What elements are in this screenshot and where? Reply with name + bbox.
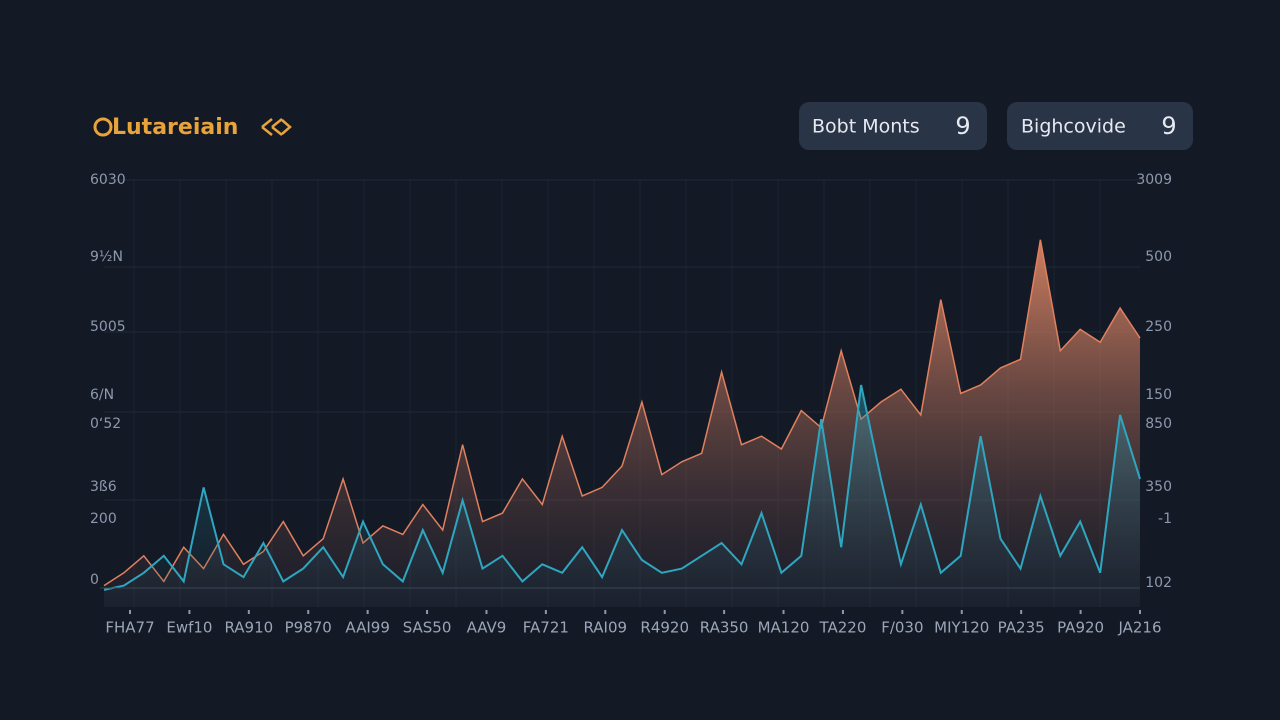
x-tick-label: PA920 <box>1057 619 1104 637</box>
y2-tick-label: 350 <box>1145 479 1172 495</box>
x-tick-label: PA235 <box>998 619 1045 637</box>
x-tick-label: FA721 <box>523 619 569 637</box>
logo: Lutareiain <box>112 115 238 140</box>
y2-tick-label: 150 <box>1145 387 1172 403</box>
x-tick-label: RA350 <box>700 619 749 637</box>
y2-tick-label: -1 <box>1158 511 1172 527</box>
x-tick-label: MIY120 <box>934 619 989 637</box>
x-tick-label: FHA77 <box>105 619 154 637</box>
x-tick-label: SAS50 <box>403 619 452 637</box>
pill-count: 9 <box>955 112 970 140</box>
y2-tick-label: 500 <box>1145 249 1172 265</box>
y-tick-label: 3ß6 <box>90 479 117 495</box>
x-tick-label: MA120 <box>758 619 810 637</box>
y-tick-label: 6030 <box>90 172 126 188</box>
x-tick-label: RAI09 <box>583 619 627 637</box>
y-tick-label: 200 <box>90 511 117 527</box>
line <box>103 239 1141 587</box>
y-tick-label: 5005 <box>90 319 126 335</box>
x-tick-label: AAV9 <box>467 619 507 637</box>
pill[interactable] <box>1007 102 1193 150</box>
area <box>104 385 1140 607</box>
y2-tick-label: 250 <box>1145 319 1172 335</box>
pill[interactable] <box>799 102 987 150</box>
x-tick-label: F/030 <box>881 619 923 637</box>
logo-arrows <box>261 118 292 136</box>
y2-tick-label: 850 <box>1145 416 1172 432</box>
line <box>103 384 1141 591</box>
y-tick-label: 6/N <box>90 387 114 403</box>
x-tick-label: AAI99 <box>345 619 389 637</box>
pill-label: Bighcovide <box>1021 116 1126 138</box>
x-tick-label: R4920 <box>640 619 689 637</box>
x-tick-label: Ewf10 <box>166 619 212 637</box>
x-tick-label: P9870 <box>285 619 332 637</box>
y-tick-label: 9½N <box>90 249 123 265</box>
x-tick-label: RA910 <box>224 619 273 637</box>
y-tick-label: 0ʻ52 <box>90 416 121 432</box>
y2-tick-label: 102 <box>1145 575 1172 591</box>
pill-label: Bobt Monts <box>812 116 920 138</box>
pill-count: 9 <box>1161 112 1176 140</box>
x-tick-label: JA216 <box>1117 619 1161 637</box>
y2-tick-label: 3009 <box>1136 172 1172 188</box>
x-tick-label: TA220 <box>818 619 866 637</box>
logo-icon <box>93 117 113 137</box>
y-tick-label: 0 <box>90 572 99 588</box>
